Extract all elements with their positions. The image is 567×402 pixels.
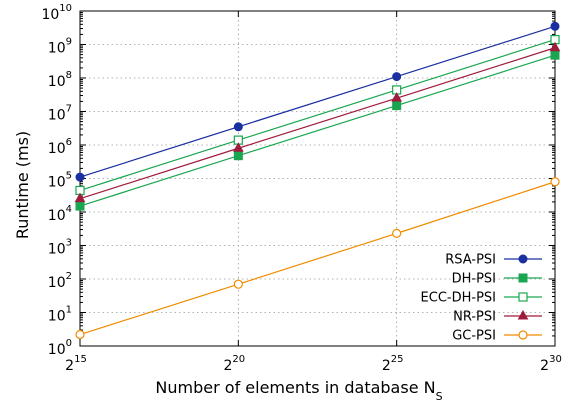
x-axis-label-subscript: S — [436, 390, 443, 402]
y-tick-label-base: 10 — [48, 41, 66, 57]
y-tick-label-exponent: 8 — [66, 70, 72, 81]
y-tick-label: 103 — [48, 238, 72, 258]
data-point — [232, 142, 244, 152]
x-tick-label-exponent: 15 — [74, 354, 87, 365]
y-tick-label-exponent: 3 — [66, 238, 72, 249]
y-tick-label: 107 — [48, 104, 72, 124]
x-tick-label-base: 2 — [540, 358, 549, 374]
y-axis-label: Runtime (ms) — [13, 131, 32, 239]
y-tick-label-base: 10 — [48, 208, 66, 224]
legend: RSA-PSI DH-PSI ECC-DH-PSI NR-PSI GC-PSI — [421, 253, 542, 344]
legend-item: RSA-PSI — [445, 253, 542, 268]
y-tick-label-base: 10 — [48, 242, 66, 258]
legend-label: ECC-DH-PSI — [421, 291, 496, 306]
y-tick-label-exponent: 2 — [66, 271, 72, 282]
data-point — [74, 192, 86, 203]
series-line — [79, 181, 556, 336]
series-line — [79, 39, 556, 192]
x-tick-label-base: 2 — [382, 358, 391, 374]
y-tick-label-exponent: 7 — [66, 104, 72, 115]
legend-marker — [518, 273, 528, 283]
data-point — [233, 122, 243, 132]
data-point — [391, 92, 403, 102]
y-tick-label: 100 — [48, 338, 72, 358]
x-tick-label-base: 2 — [65, 358, 74, 374]
x-tick-label-exponent: 25 — [391, 354, 404, 365]
legend-marker — [518, 254, 528, 264]
y-tick-label-base: 10 — [48, 309, 66, 325]
y-tick-label: 102 — [48, 271, 72, 291]
y-tick-label: 105 — [48, 171, 72, 191]
x-tick-label: 230 — [540, 354, 562, 374]
y-tick-label-base: 10 — [48, 74, 66, 90]
series-line — [79, 54, 556, 207]
data-point — [392, 101, 402, 111]
x-tick-label: 220 — [224, 354, 246, 374]
y-tick-label: 109 — [48, 37, 72, 57]
x-tick-label-base: 2 — [224, 358, 233, 374]
data-point — [392, 72, 402, 82]
y-tick-label: 101 — [48, 305, 72, 325]
y-tick-label-exponent: 5 — [66, 171, 72, 182]
y-tick-label-exponent: 6 — [66, 137, 72, 148]
series-nr-psi — [74, 41, 561, 203]
data-point — [550, 50, 560, 60]
y-tick-label-base: 10 — [48, 141, 66, 157]
data-point — [392, 228, 402, 238]
series-lines — [74, 21, 561, 340]
series-dh-psi — [75, 50, 560, 211]
y-tick-label-base: 10 — [48, 175, 66, 191]
data-point — [233, 279, 243, 289]
legend-label: RSA-PSI — [445, 253, 496, 268]
y-tick-label-exponent: 0 — [66, 338, 72, 349]
series-rsa-psi — [75, 21, 560, 182]
legend-item: NR-PSI — [453, 310, 542, 325]
x-tick-label: 215 — [65, 354, 87, 374]
legend-item: DH-PSI — [452, 272, 542, 287]
x-tick-label-exponent: 30 — [549, 354, 562, 365]
data-point — [75, 329, 85, 340]
data-point — [75, 201, 85, 211]
series-line — [79, 25, 556, 178]
legend-marker — [518, 292, 528, 302]
y-tick-label-base: 10 — [41, 7, 59, 23]
data-point — [550, 177, 560, 187]
y-tick-label: 108 — [48, 70, 72, 90]
y-tick-label-base: 10 — [48, 108, 66, 124]
legend-label: NR-PSI — [453, 310, 496, 325]
legend-item: GC-PSI — [452, 329, 542, 344]
y-tick-label-exponent: 9 — [66, 37, 72, 48]
legend-item: ECC-DH-PSI — [421, 291, 542, 306]
y-tick-label-exponent: 4 — [66, 204, 72, 215]
y-tick-label-base: 10 — [48, 275, 66, 291]
y-tick-label-base: 10 — [48, 342, 66, 358]
series-gc-psi — [75, 177, 560, 340]
series-line — [79, 47, 556, 200]
data-point — [233, 151, 243, 161]
legend-marker — [517, 309, 529, 320]
data-point — [549, 41, 561, 52]
legend-marker — [518, 330, 528, 340]
x-tick-label-exponent: 20 — [232, 354, 245, 365]
legend-label: DH-PSI — [452, 272, 496, 287]
y-tick-label: 104 — [48, 204, 72, 224]
y-tick-label: 1010 — [41, 3, 72, 23]
x-axis-label-main: Number of elements in database N — [155, 378, 435, 397]
legend-label: GC-PSI — [452, 329, 496, 344]
y-tick-label: 106 — [48, 137, 72, 157]
x-axis-label: Number of elements in database NS — [155, 378, 442, 402]
data-point — [550, 21, 560, 31]
y-tick-label-exponent: 10 — [59, 3, 72, 14]
y-tick-label-exponent: 1 — [66, 305, 72, 316]
series-ecc-dh-psi — [75, 35, 560, 196]
data-point — [75, 172, 85, 182]
grid-lines — [80, 11, 555, 346]
x-tick-label: 225 — [382, 354, 404, 374]
